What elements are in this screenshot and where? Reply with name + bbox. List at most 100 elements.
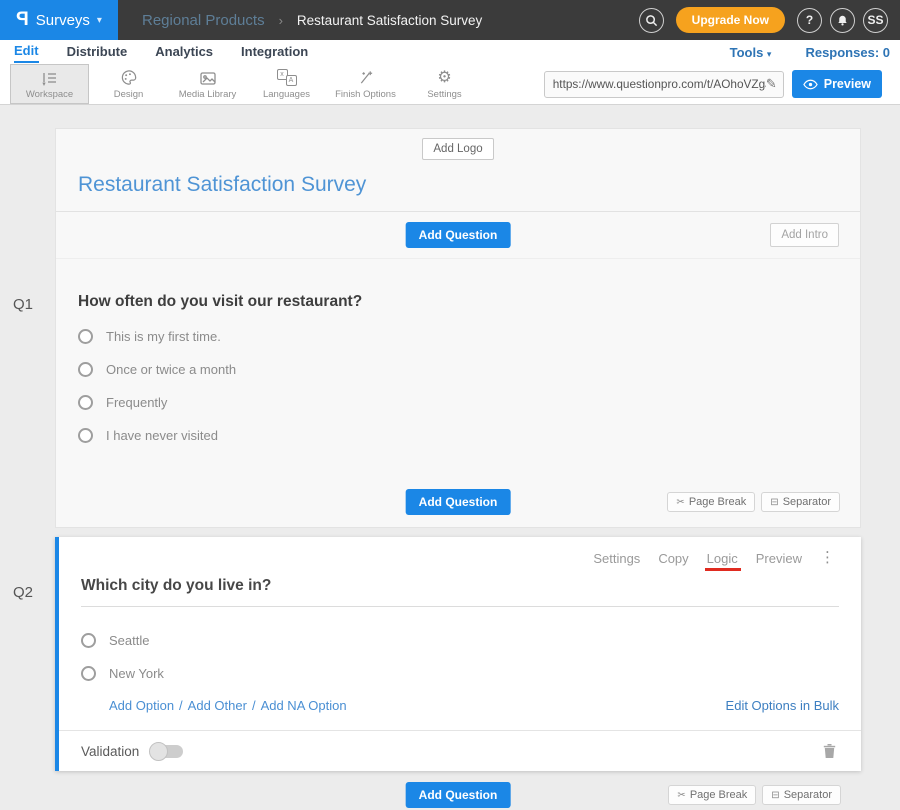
answer-option[interactable]: I have never visited xyxy=(78,428,838,443)
toolbar-label: Settings xyxy=(427,88,462,100)
divider xyxy=(56,211,860,212)
question-text[interactable]: Which city do you live in? xyxy=(81,577,839,607)
add-na-option-link[interactable]: Add NA Option xyxy=(260,698,347,713)
toolbar-media-library-button[interactable]: Media Library xyxy=(168,64,247,104)
add-question-button[interactable]: Add Question xyxy=(405,222,511,248)
preview-button[interactable]: Preview xyxy=(791,70,882,98)
add-option-link[interactable]: Add Option xyxy=(109,698,175,713)
scissors-icon: ✂ xyxy=(677,789,686,801)
breadcrumb-folder[interactable]: Regional Products xyxy=(142,11,265,29)
question-number-q1: Q1 xyxy=(13,296,34,313)
survey-url-field: ✎ xyxy=(543,70,784,98)
tab-distribute[interactable]: Distribute xyxy=(66,44,128,59)
chevron-down-icon: ▾ xyxy=(96,14,102,26)
gear-icon: ⚙ xyxy=(437,68,452,86)
separator-button[interactable]: ⊟ Separator xyxy=(762,785,841,805)
toolbar-workspace-button[interactable]: Workspace xyxy=(10,64,89,104)
add-logo-button[interactable]: Add Logo xyxy=(422,138,494,160)
tools-menu[interactable]: Tools ▾ xyxy=(729,44,772,60)
answer-option[interactable]: New York xyxy=(81,666,839,681)
toolbar-label: Languages xyxy=(262,88,311,100)
eye-icon xyxy=(802,79,818,89)
help-button[interactable]: ? xyxy=(797,7,822,33)
survey-url-input[interactable] xyxy=(552,77,766,91)
search-icon xyxy=(645,14,657,26)
question-q2-card: Settings Copy Logic Preview ⋮ Which city… xyxy=(55,537,861,771)
search-button[interactable] xyxy=(638,7,664,33)
survey-canvas: Q1 Q2 Add Logo Restaurant Satisfaction S… xyxy=(0,106,900,810)
breadcrumb-separator-icon: › xyxy=(278,12,283,28)
answer-option[interactable]: This is my first time. xyxy=(78,329,838,344)
image-icon xyxy=(199,69,217,87)
nav-right: Tools ▾ Responses: 0 xyxy=(730,45,900,60)
page-break-button[interactable]: ✂ Page Break xyxy=(667,492,756,512)
radio-icon[interactable] xyxy=(78,428,93,443)
survey-nav: Edit Distribute Analytics Integration To… xyxy=(0,40,900,64)
card-footer-row: Add Question ✂ Page Break ⊟ Separator xyxy=(56,477,860,527)
tab-integration[interactable]: Integration xyxy=(241,44,309,59)
notifications-button[interactable] xyxy=(830,7,855,33)
answer-option[interactable]: Frequently xyxy=(78,395,838,410)
add-question-button[interactable]: Add Question xyxy=(405,489,511,515)
question-logic-link[interactable]: Logic xyxy=(704,551,741,571)
bottom-add-question-row: Add Question ✂ Page Break ⊟ Separator xyxy=(55,780,861,810)
top-actions: Upgrade Now ? SS xyxy=(638,7,900,33)
product-label: Surveys xyxy=(35,11,90,29)
radio-icon[interactable] xyxy=(78,329,93,344)
validation-label: Validation xyxy=(81,743,140,759)
workspace-icon xyxy=(41,69,59,87)
question-settings-link[interactable]: Settings xyxy=(593,551,641,566)
question-footer: Validation xyxy=(59,730,861,771)
question-action-menu: Settings Copy Logic Preview ⋮ xyxy=(59,537,861,571)
wand-icon xyxy=(357,69,375,87)
logic-annotation-underline xyxy=(704,568,741,571)
separator-icon: ⊟ xyxy=(770,496,779,508)
avatar-initials: SS xyxy=(867,13,884,27)
toolbar-label: Design xyxy=(113,88,144,100)
questionpro-logo: P xyxy=(16,9,29,30)
radio-icon[interactable] xyxy=(78,395,93,410)
question-text[interactable]: How often do you visit our restaurant? xyxy=(78,293,363,310)
answer-option[interactable]: Seattle xyxy=(81,633,839,648)
survey-header-card: Add Logo Restaurant Satisfaction Survey … xyxy=(55,128,861,528)
validation-toggle[interactable] xyxy=(149,741,184,761)
question-copy-link[interactable]: Copy xyxy=(658,551,689,566)
delete-question-button[interactable] xyxy=(822,743,837,759)
surveys-product-menu[interactable]: P Surveys ▾ xyxy=(0,0,118,40)
toolbar-design-button[interactable]: Design xyxy=(89,64,168,104)
radio-icon[interactable] xyxy=(81,633,96,648)
edit-options-in-bulk-link[interactable]: Edit Options in Bulk xyxy=(725,698,839,713)
add-intro-button[interactable]: Add Intro xyxy=(770,223,839,247)
question-preview-link[interactable]: Preview xyxy=(755,551,802,566)
chevron-down-icon: ▾ xyxy=(766,48,772,59)
kebab-menu-icon[interactable]: ⋮ xyxy=(820,549,835,566)
toolbar-settings-button[interactable]: ⚙ Settings xyxy=(405,64,484,104)
trash-icon xyxy=(823,744,836,758)
radio-icon[interactable] xyxy=(81,666,96,681)
separator-button[interactable]: ⊟ Separator xyxy=(761,492,840,512)
palette-icon xyxy=(120,69,138,87)
tab-edit[interactable]: Edit xyxy=(14,41,39,63)
tab-analytics[interactable]: Analytics xyxy=(155,44,214,59)
toolbar-label: Media Library xyxy=(178,88,237,100)
survey-title[interactable]: Restaurant Satisfaction Survey xyxy=(78,173,367,196)
add-question-row: Add Question Add Intro xyxy=(56,212,860,259)
toolbar-finish-options-button[interactable]: Finish Options xyxy=(326,64,405,104)
avatar[interactable]: SS xyxy=(863,7,888,33)
edit-url-pencil-icon[interactable]: ✎ xyxy=(765,76,777,91)
answer-option[interactable]: Once or twice a month xyxy=(78,362,838,377)
toolbar-right: ✎ Preview xyxy=(543,70,900,98)
upgrade-now-button[interactable]: Upgrade Now xyxy=(675,7,785,33)
responses-count[interactable]: Responses: 0 xyxy=(805,44,890,60)
help-icon: ? xyxy=(805,13,814,27)
page-break-button[interactable]: ✂ Page Break xyxy=(668,785,757,805)
radio-icon[interactable] xyxy=(78,362,93,377)
breadcrumb-survey-name: Restaurant Satisfaction Survey xyxy=(296,12,483,28)
top-bar: P Surveys ▾ Regional Products › Restaura… xyxy=(0,0,900,40)
add-question-button[interactable]: Add Question xyxy=(405,782,511,808)
add-other-link[interactable]: Add Other xyxy=(187,698,247,713)
